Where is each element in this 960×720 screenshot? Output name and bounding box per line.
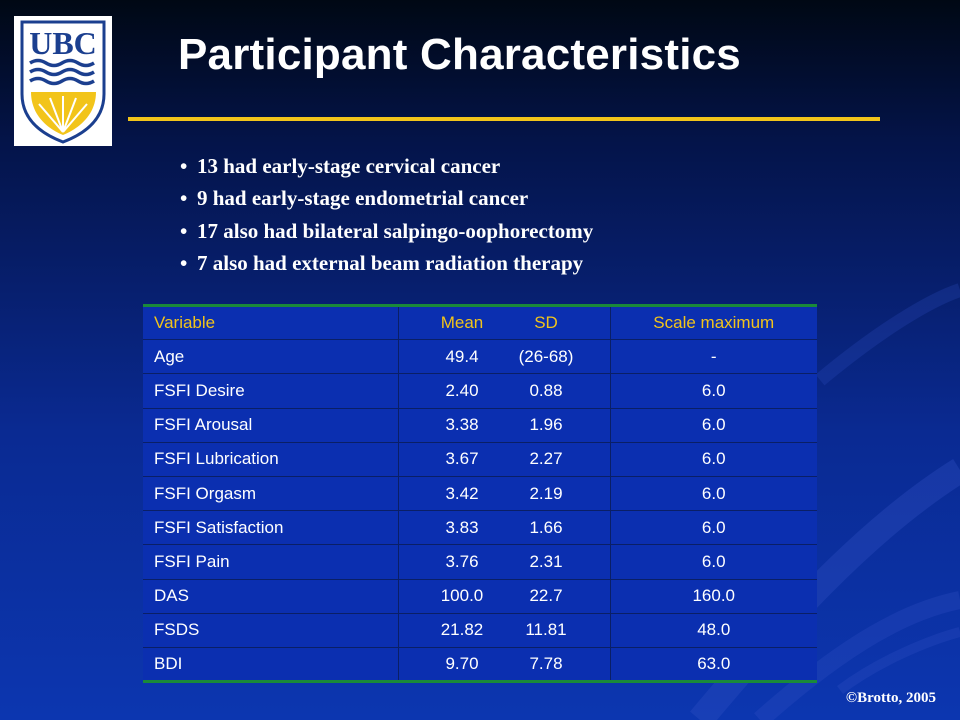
bullet-text: 9 had early-stage endometrial cancer <box>197 186 529 211</box>
cell-mean-sd: 9.70 7.78 <box>398 647 611 682</box>
cell-variable: FSFI Arousal <box>143 408 399 443</box>
cell-mean: 49.4 <box>445 346 479 366</box>
bullet-icon: • <box>180 154 188 178</box>
cell-mean-sd: 3.83 1.66 <box>398 510 611 546</box>
cell-variable: FSFI Orgasm <box>143 476 399 512</box>
header-sd: SD <box>534 313 558 333</box>
ubc-logo: UBC <box>14 16 112 146</box>
cell-scale: 160.0 <box>610 579 817 614</box>
cell-variable: FSFI Desire <box>143 373 399 409</box>
table-row: DAS 100.0 22.7 160.0 <box>143 579 817 614</box>
cell-sd: 0.88 <box>529 380 563 400</box>
cell-variable: FSFI Satisfaction <box>143 510 399 546</box>
bullet-icon: • <box>180 186 188 211</box>
cell-variable: FSFI Pain <box>143 544 399 580</box>
cell-sd: 2.19 <box>529 483 563 503</box>
cell-mean: 3.76 <box>445 551 479 571</box>
cell-scale: 48.0 <box>610 613 817 648</box>
bullet-list: • 13 had early-stage cervical cancer • 9 h… <box>180 150 593 279</box>
bullet-item: • 13 had early-stage cervical cancer <box>180 150 593 182</box>
cell-variable: FSDS <box>143 613 399 648</box>
cell-scale: 6.0 <box>610 544 817 580</box>
header-variable: Variable <box>143 305 399 341</box>
cell-sd: 2.27 <box>529 449 563 469</box>
table-row: BDI 9.70 7.78 63.0 <box>143 647 817 682</box>
cell-sd: 2.31 <box>529 551 563 571</box>
header-mean: Mean <box>440 313 484 333</box>
table-row: FSFI Lubrication 3.67 2.27 6.0 <box>143 442 817 477</box>
cell-variable: Age <box>143 339 399 375</box>
cell-mean-sd: 2.40 0.88 <box>398 373 611 409</box>
characteristics-table: Variable Mean SD Scale maximum Age 49.4 (2… <box>143 304 817 684</box>
table-header-row: Variable Mean SD Scale maximum <box>143 305 817 341</box>
bullet-item: • 17 also had bilateral salpingo-oophorec… <box>180 215 593 247</box>
cell-scale: 6.0 <box>610 510 817 546</box>
table-row: FSFI Satisfaction 3.83 1.66 6.0 <box>143 510 817 546</box>
cell-variable: DAS <box>143 579 399 614</box>
bullet-item: • 7 also had external beam radiation ther… <box>180 247 593 279</box>
cell-sd: 22.7 <box>529 586 563 606</box>
cell-mean-sd: 3.67 2.27 <box>398 442 611 477</box>
cell-mean-sd: 3.38 1.96 <box>398 408 611 443</box>
bullet-item: • 9 had early-stage endometrial cancer <box>180 182 593 214</box>
title-underline <box>128 117 880 121</box>
cell-sd: 1.66 <box>529 517 563 537</box>
cell-mean: 3.42 <box>445 483 479 503</box>
table-row: FSDS 21.82 11.81 48.0 <box>143 613 817 648</box>
page-title: Participant Characteristics <box>178 30 741 79</box>
cell-scale: 6.0 <box>610 476 817 512</box>
logo-text: UBC <box>29 25 97 61</box>
cell-variable: BDI <box>143 647 399 682</box>
cell-scale: 63.0 <box>697 653 731 673</box>
cell-variable: FSFI Lubrication <box>143 442 399 477</box>
bullet-text: 13 had early-stage cervical cancer <box>197 154 501 178</box>
cell-scale: 6.0 <box>610 373 817 409</box>
cell-scale: - <box>610 339 817 375</box>
cell-mean-sd: 49.4 (26-68) <box>398 339 611 375</box>
cell-sd: 7.78 <box>529 653 563 673</box>
header-scale-maximum: Scale maximum <box>610 305 817 341</box>
copyright-notice: ©Brotto, 2005 <box>845 690 936 706</box>
cell-mean: 100.0 <box>440 586 484 606</box>
bullet-icon: • <box>180 218 188 243</box>
cell-mean-sd: 100.0 22.7 <box>398 579 611 614</box>
header-mean-sd: Mean SD <box>398 305 611 341</box>
table-row: FSFI Pain 3.76 2.31 6.0 <box>143 544 817 580</box>
bullet-text: 7 also had external beam radiation thera… <box>197 250 584 275</box>
table-row: FSFI Orgasm 3.42 2.19 6.0 <box>143 476 817 512</box>
table-row: FSFI Arousal 3.38 1.96 6.0 <box>143 408 817 443</box>
cell-mean: 3.38 <box>445 415 479 435</box>
cell-sd: 1.96 <box>529 415 563 435</box>
cell-mean-sd: 3.42 2.19 <box>398 476 611 512</box>
ubc-crest-icon: UBC <box>20 20 106 144</box>
cell-mean: 3.83 <box>445 517 479 537</box>
table-row: FSFI Desire 2.40 0.88 6.0 <box>143 373 817 409</box>
bullet-text: 17 also had bilateral salpingo-oophorect… <box>197 218 594 243</box>
cell-scale: 6.0 <box>610 442 817 477</box>
cell-mean: 9.70 <box>445 653 479 673</box>
cell-mean: 2.40 <box>445 380 479 400</box>
cell-mean-sd: 3.76 2.31 <box>398 544 611 580</box>
table-row: Age 49.4 (26-68) - <box>143 339 817 375</box>
cell-sd: (26-68) <box>518 346 574 366</box>
cell-mean: 3.67 <box>445 449 479 469</box>
cell-scale: 6.0 <box>610 408 817 443</box>
bullet-icon: • <box>180 250 188 275</box>
cell-sd: 11.81 <box>525 620 567 640</box>
cell-mean: 21.82 <box>440 620 484 640</box>
cell-mean-sd: 21.82 11.81 <box>398 613 611 648</box>
